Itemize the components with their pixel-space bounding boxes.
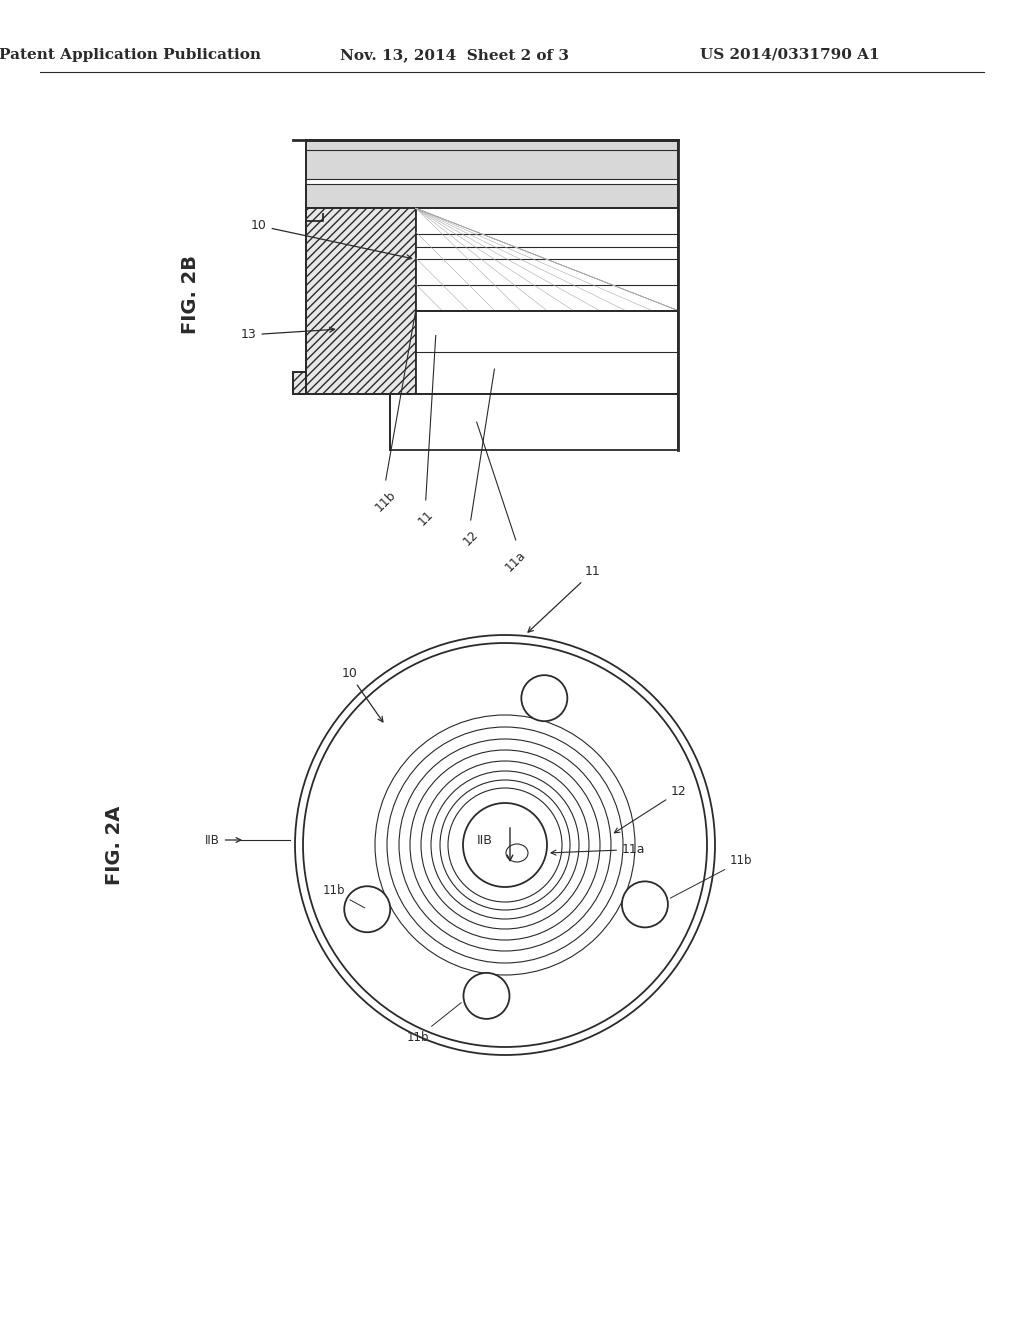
Bar [416,310,678,395]
Text: Patent Application Publication: Patent Application Publication [0,48,261,62]
Text: 11: 11 [528,565,601,632]
Bar [390,395,678,450]
Text: 10: 10 [251,219,412,260]
Text: 11b: 11b [323,884,365,908]
Text: 11: 11 [416,508,436,528]
Ellipse shape [521,675,567,721]
Text: 11b: 11b [407,1003,461,1044]
Ellipse shape [622,882,668,928]
Text: FIG. 2B: FIG. 2B [180,256,200,334]
Bar [416,209,678,310]
Text: 13: 13 [241,327,335,342]
Bar [306,209,416,395]
Text: 11b: 11b [671,854,753,898]
Text: 12: 12 [461,528,481,548]
Text: IIB: IIB [205,833,241,846]
Text: FIG. 2A: FIG. 2A [105,805,125,884]
Bar [306,140,678,209]
Bar [293,372,306,395]
Ellipse shape [464,973,510,1019]
Text: 11a: 11a [551,843,645,855]
Bar [306,180,678,185]
Text: 11b: 11b [373,488,398,513]
Text: Nov. 13, 2014  Sheet 2 of 3: Nov. 13, 2014 Sheet 2 of 3 [341,48,569,62]
Text: IIB: IIB [477,833,493,846]
Ellipse shape [344,886,390,932]
Text: US 2014/0331790 A1: US 2014/0331790 A1 [700,48,880,62]
Text: 12: 12 [614,785,687,833]
Text: 11a: 11a [503,548,528,574]
Text: 10: 10 [341,667,383,722]
